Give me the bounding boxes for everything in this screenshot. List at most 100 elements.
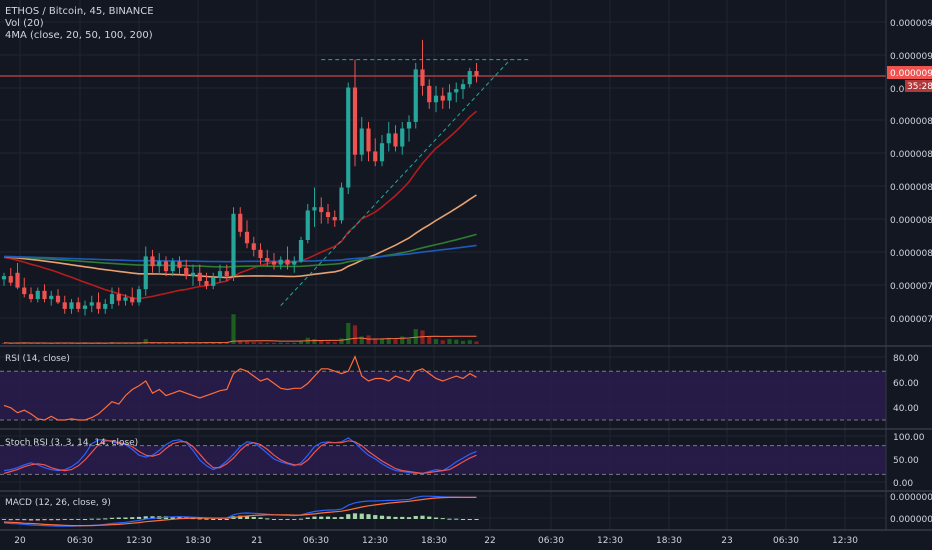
time-tick: 21 [251, 536, 262, 546]
macd-histogram-bar [420, 515, 425, 519]
macd-histogram-bar [373, 515, 378, 519]
trendline-annotations[interactable] [0, 59, 886, 306]
macd-histogram-bar [244, 516, 250, 519]
candle-body [96, 302, 101, 309]
candle-body [28, 294, 34, 300]
last-price-value: 0.00000910 [890, 69, 932, 79]
candle-body [352, 87, 358, 155]
macd-histogram-bar [170, 516, 175, 519]
macd-histogram-bar [69, 519, 74, 520]
macd-histogram-bar [109, 517, 115, 519]
candle-body [285, 259, 290, 265]
volume-legend: Vol (20) [5, 18, 44, 29]
candle-body [49, 295, 54, 300]
macd-histogram-bar [271, 519, 277, 520]
volume-bar [69, 343, 74, 344]
macd-histogram-bar [413, 516, 418, 519]
volume-bar [177, 342, 182, 344]
indicator-axes[interactable]: 80.00 60.00 40.00 100.00 50.00 0.00 0.00… [890, 354, 932, 525]
price-tick: 0.00000860 [890, 150, 932, 160]
rsi-tick: 40.00 [893, 404, 919, 414]
rsi-tick: 60.00 [893, 379, 919, 389]
macd-histogram-bar [305, 517, 310, 519]
macd-histogram-bar [238, 515, 243, 519]
candle-body [467, 71, 472, 85]
volume-bar [238, 340, 243, 344]
time-tick: 06:30 [303, 536, 329, 546]
candle-body [346, 87, 351, 188]
candlesticks [1, 39, 479, 316]
macd-histogram-bar [312, 516, 317, 519]
time-tick: 20 [14, 536, 26, 546]
macd-histogram-bar [352, 513, 358, 519]
volume-bar [8, 343, 13, 344]
time-tick: 18:30 [421, 536, 447, 546]
macd-histogram-bar [177, 516, 182, 519]
macd-histogram-bar [339, 516, 344, 519]
time-tick: 12:30 [126, 536, 152, 546]
time-axis[interactable]: 20 06:30 12:30 18:30 21 06:30 12:30 18:3… [14, 536, 858, 546]
rsi-line [3, 354, 477, 421]
candle-body [474, 71, 479, 76]
candle-body [217, 271, 223, 278]
stoch-rsi-title: Stoch RSI (3, 3, 14, 14, close) [5, 438, 138, 448]
macd-histogram-bar [89, 518, 94, 520]
macd-histogram-bar [123, 517, 128, 519]
time-tick: 18:30 [185, 536, 211, 546]
candle-body [150, 256, 155, 267]
pane-dividers[interactable] [0, 345, 932, 531]
candle-body [386, 133, 391, 144]
candle-body [271, 261, 277, 265]
macd-histogram-bar [332, 517, 337, 519]
macd-histogram-bar [76, 519, 81, 520]
price-tick: 0.00000780 [890, 282, 932, 292]
moving-averages [3, 110, 478, 300]
macd-histogram-bar [285, 519, 290, 520]
volume-bar [352, 325, 358, 344]
time-tick: 12:30 [597, 536, 623, 546]
candle-body [190, 272, 196, 277]
volume-bar [278, 342, 283, 344]
candle-body [62, 302, 67, 309]
volume-bar [454, 339, 459, 344]
ma-200-line [3, 244, 477, 263]
countdown-badge-bg [905, 80, 932, 92]
time-tick: 06:30 [538, 536, 564, 546]
volume-bar [157, 342, 162, 344]
candle-body [454, 89, 459, 93]
candle-body [319, 207, 324, 213]
candle-body [305, 210, 310, 240]
candle-body [244, 231, 250, 244]
candle-body [42, 290, 47, 300]
macd-histogram-bar [150, 516, 155, 519]
volume-bar [427, 336, 432, 344]
volume-bar [474, 341, 479, 344]
volume-ma-line [3, 335, 477, 344]
volume-bar [460, 340, 466, 344]
macd-histogram-bar [143, 516, 148, 519]
price-tick: 0.00000880 [890, 117, 932, 127]
stoch-band [0, 445, 886, 475]
ma-legend: 4MA (close, 20, 50, 100, 200) [5, 30, 153, 41]
candle-body [298, 240, 304, 262]
volume-bar [271, 342, 277, 344]
macd-histogram-bar [298, 518, 304, 520]
candle-body [55, 295, 61, 303]
time-tick: 12:30 [362, 536, 388, 546]
volume-bar [366, 335, 371, 344]
macd-histogram-bar [62, 519, 67, 520]
symbol-title: ETHOS / Bitcoin, 45, BINANCE [5, 6, 154, 17]
candle-body [35, 290, 40, 300]
macd-histogram-bar [22, 519, 27, 521]
candle-body [339, 187, 344, 221]
price-tick: 0.00000940 [890, 19, 932, 29]
candle-body [258, 249, 263, 259]
stoch-tick: 100.00 [893, 433, 925, 443]
volume-bar [204, 342, 209, 344]
volume-bar [49, 343, 54, 344]
macd-histogram-bar [15, 519, 20, 521]
candle-body [447, 92, 452, 101]
macd-histogram-bar [454, 518, 459, 520]
